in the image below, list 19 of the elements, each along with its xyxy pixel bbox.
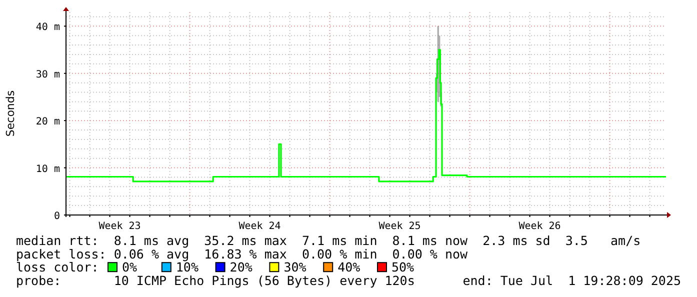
text: median rtt: 8.1 ms avg 35.2 ms max 7.1 ms min 8.1 ms now 2.3 ms sd 3.5 am/s: [16, 233, 641, 248]
y-tick-label: 10 m: [36, 164, 60, 175]
text: 50%: [392, 260, 415, 275]
y-tick-label: 30 m: [36, 69, 60, 80]
text: 30%: [284, 260, 307, 275]
text: 40%: [338, 260, 361, 275]
y-tick-label: 40 m: [36, 22, 60, 34]
x-tick-label: Week 25: [378, 221, 421, 232]
x-tick-label: Week 26: [518, 221, 561, 232]
y-axis-title: Seconds: [4, 90, 17, 137]
text: loss color:: [16, 260, 99, 275]
y-tick-label: 20 m: [36, 116, 60, 128]
text: probe: 10 ICMP Echo Pings (56 Bytes) every 120s: [16, 272, 415, 288]
text: 20%: [230, 260, 253, 275]
text: 0%: [122, 260, 138, 275]
x-tick-label: Week 24: [238, 221, 281, 232]
text: end: Tue Jul 1 19:28:09 2025: [462, 272, 681, 288]
x-tick-label: Week 23: [98, 221, 141, 232]
y-tick-label: 0: [54, 211, 60, 222]
